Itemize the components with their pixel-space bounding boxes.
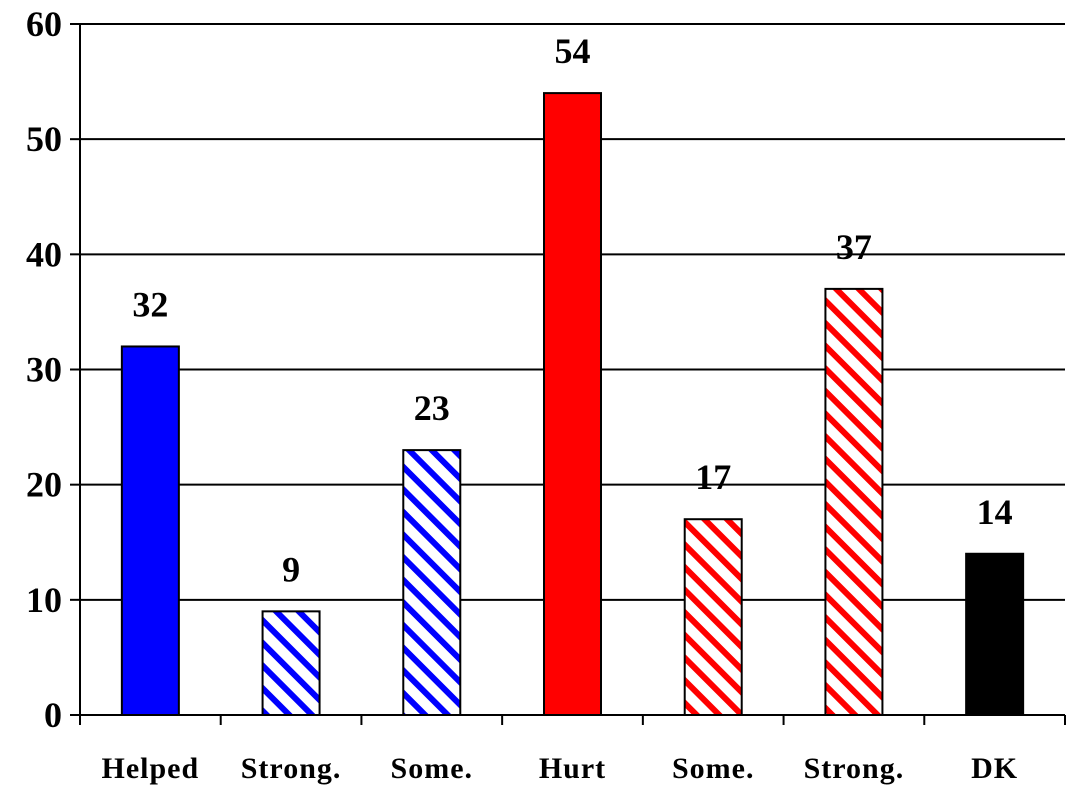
bar-strong-5	[824, 287, 884, 716]
data-label: 14	[977, 492, 1013, 532]
y-tick-label: 60	[26, 4, 62, 44]
bar-dk-6	[965, 552, 1025, 716]
bar-helped-0	[120, 345, 180, 716]
x-category-label: Strong.	[804, 752, 905, 785]
data-label: 23	[414, 388, 450, 428]
x-category-label: Some.	[672, 752, 755, 785]
bar-some-4	[683, 518, 743, 717]
x-category-label: Some.	[391, 752, 474, 785]
bars	[120, 92, 1025, 717]
bar-strong-1	[261, 610, 321, 716]
x-category-label: Helped	[102, 752, 200, 785]
y-tick-label: 10	[26, 580, 62, 620]
y-tick-label: 20	[26, 465, 62, 505]
data-label: 9	[282, 549, 300, 589]
bar-some-2	[402, 449, 462, 716]
data-label: 54	[555, 31, 591, 71]
x-category-label: Hurt	[539, 752, 606, 785]
x-category-label: Strong.	[241, 752, 342, 785]
y-tick-label: 0	[44, 695, 62, 735]
x-category-label: DK	[971, 752, 1018, 785]
bar-hurt-3	[543, 92, 602, 717]
data-label: 17	[695, 457, 731, 497]
y-tick-label: 40	[26, 234, 62, 274]
y-tick-label: 50	[26, 119, 62, 159]
y-tick-label: 30	[26, 350, 62, 390]
data-label: 37	[836, 227, 872, 267]
data-label: 32	[132, 284, 168, 324]
labels: 0 10 20 30 40 50 60 32 Helped 9 Strong. 23 Some. 54 Hu…	[26, 4, 1018, 785]
